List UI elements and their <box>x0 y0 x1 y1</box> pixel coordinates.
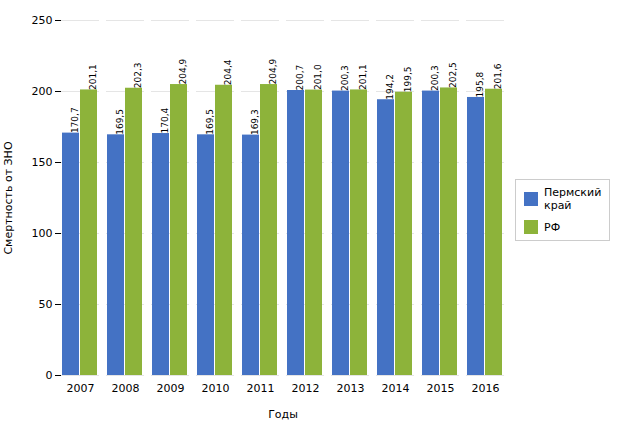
svg-text:202,3: 202,3 <box>133 62 143 88</box>
svg-text:2009: 2009 <box>157 382 185 395</box>
html-text:Пермский край: Пермский край <box>544 185 602 212</box>
svg-text:250: 250 <box>32 14 53 27</box>
svg-text:204,4: 204,4 <box>223 59 233 85</box>
svg-text:2012: 2012 <box>292 382 320 395</box>
svg-text:201,1: 201,1 <box>88 64 98 90</box>
svg-text:200: 200 <box>32 85 53 98</box>
svg-text:2008: 2008 <box>112 382 140 395</box>
svg-text:2015: 2015 <box>427 382 455 395</box>
svg-text:200,3: 200,3 <box>340 65 350 91</box>
svg-text:169,3: 169,3 <box>250 109 260 135</box>
svg-text:2014: 2014 <box>382 382 410 395</box>
svg-text:202,5: 202,5 <box>448 62 458 88</box>
svg-text:50: 50 <box>39 298 53 311</box>
svg-text:201,1: 201,1 <box>358 64 368 90</box>
svg-text:2007: 2007 <box>67 382 95 395</box>
svg-text:200,3: 200,3 <box>430 65 440 91</box>
svg-text:195,8: 195,8 <box>475 71 485 97</box>
svg-text:201,6: 201,6 <box>493 63 503 89</box>
svg-text:170,4: 170,4 <box>160 107 170 133</box>
svg-text:0: 0 <box>46 369 53 382</box>
svg-text:2011: 2011 <box>247 382 275 395</box>
svg-text:170,7: 170,7 <box>70 107 80 133</box>
svg-text:199,5: 199,5 <box>403 66 413 92</box>
svg-text:204,9: 204,9 <box>178 59 188 85</box>
svg-text:194,2: 194,2 <box>385 74 395 100</box>
svg-text:169,5: 169,5 <box>205 109 215 135</box>
html-text:РФ: РФ <box>544 220 561 234</box>
svg-text:Годы: Годы <box>268 408 298 421</box>
svg-text:2010: 2010 <box>202 382 230 395</box>
svg-text:204,9: 204,9 <box>268 59 278 85</box>
svg-text:Смертность от ЗНО: Смертность от ЗНО <box>2 141 15 254</box>
svg-text:169,5: 169,5 <box>115 109 125 135</box>
svg-text:150: 150 <box>32 156 53 169</box>
svg-text:201,0: 201,0 <box>313 64 323 90</box>
svg-text:100: 100 <box>32 227 53 240</box>
svg-text:2016: 2016 <box>472 382 500 395</box>
svg-text:200,7: 200,7 <box>295 65 305 91</box>
svg-text:2013: 2013 <box>337 382 365 395</box>
